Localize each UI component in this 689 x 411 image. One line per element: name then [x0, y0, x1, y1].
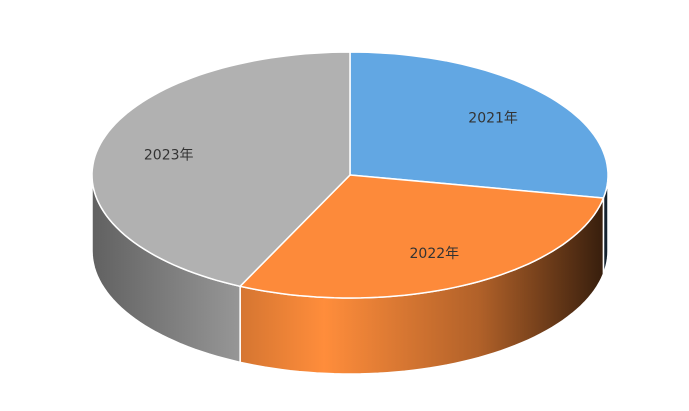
slice-label: 2021年	[468, 111, 518, 127]
slice	[349, 51, 609, 199]
slice	[238, 174, 605, 299]
slice-label: 2022年	[410, 246, 460, 262]
slice-label: 2023年	[144, 148, 194, 164]
slice	[91, 51, 351, 288]
